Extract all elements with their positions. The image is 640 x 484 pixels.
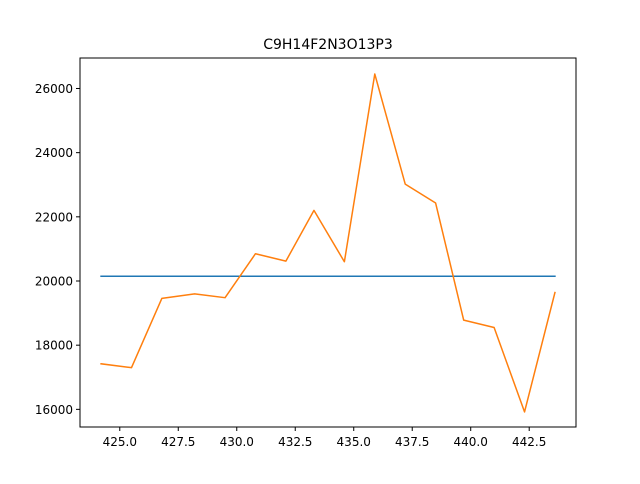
plot-frame xyxy=(79,57,577,428)
y-tick-label: 20000 xyxy=(35,275,73,289)
y-tick-label: 22000 xyxy=(35,210,73,224)
x-tick-label: 432.5 xyxy=(278,435,312,449)
x-tick-label: 425.0 xyxy=(103,435,137,449)
chart-title: C9H14F2N3O13P3 xyxy=(263,37,393,53)
x-tick-label: 427.5 xyxy=(161,435,195,449)
x-tick-label: 430.0 xyxy=(220,435,254,449)
x-tick-label: 442.5 xyxy=(512,435,546,449)
x-axis: 425.0 427.5 430.0 432.5 435.0 437.5 440.0 442.5 xyxy=(103,427,546,449)
y-axis: 16000 18000 20000 22000 24000 26000 xyxy=(35,82,80,417)
y-tick-label: 24000 xyxy=(35,146,73,160)
y-tick-label: 26000 xyxy=(35,82,73,96)
x-tick-label: 440.0 xyxy=(454,435,488,449)
y-tick-label: 18000 xyxy=(35,339,73,353)
series-line-2 xyxy=(100,73,556,413)
y-tick-label: 16000 xyxy=(35,403,73,417)
series-layer xyxy=(100,73,556,413)
x-tick-label: 435.0 xyxy=(337,435,371,449)
x-tick-label: 437.5 xyxy=(395,435,429,449)
